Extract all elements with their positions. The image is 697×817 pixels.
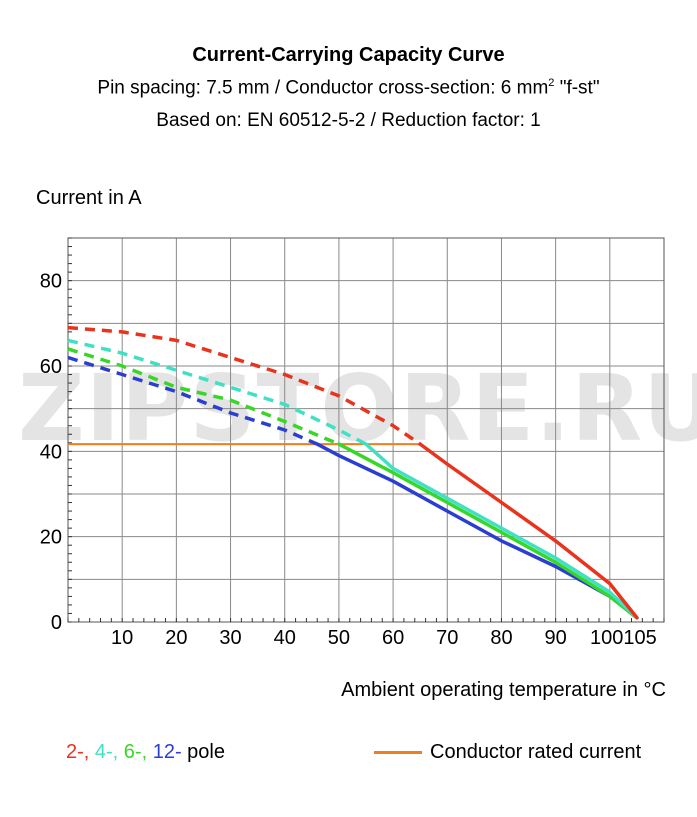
legend-rated: Conductor rated current	[374, 741, 641, 764]
legend-rated-line	[374, 751, 422, 754]
series-6--derating-dashed	[67, 347, 340, 446]
legend-pole-6: 6-,	[118, 741, 148, 763]
legend-poles: 2-, 4-, 6-, 12- pole	[66, 741, 225, 764]
grid	[67, 237, 665, 623]
y-tick-label: 0	[51, 612, 62, 634]
subtitle-line1-sup: 2	[548, 77, 555, 89]
chart-title: Current-Carrying Capacity Curve	[192, 44, 505, 66]
series-4--derating-dashed	[67, 338, 367, 446]
x-tick-label: 10	[111, 627, 133, 649]
y-tick-label: 80	[40, 271, 62, 293]
legend-pole-12: 12-	[147, 741, 182, 763]
legend-rated-label: Conductor rated current	[430, 741, 642, 763]
series-6--line	[337, 442, 639, 620]
tick-labels: 0 20 40 60 80 10 20 30 40 50 60 70 80 90 100 105	[40, 271, 657, 649]
x-tick-label: 20	[165, 627, 187, 649]
legend-pole-2: 2-,	[66, 741, 90, 763]
x-tick-label: 80	[490, 627, 512, 649]
legend-pole-4: 4-,	[89, 741, 119, 763]
chart-subtitle-line2: Based on: EN 60512-5-2 / Reduction facto…	[156, 110, 541, 131]
minor-ticks	[67, 237, 665, 623]
plot-area	[67, 325, 639, 620]
y-axis-label: Current in A	[36, 187, 142, 209]
series-12--derating-dashed	[67, 355, 318, 446]
y-tick-label: 40	[40, 441, 62, 463]
legend-pole-suffix: pole	[181, 741, 225, 763]
x-tick-label: 50	[328, 627, 350, 649]
x-tick-label: 105	[623, 627, 656, 649]
y-tick-label: 20	[40, 527, 62, 549]
x-axis-label: Ambient operating temperature in °C	[341, 679, 666, 701]
subtitle-line1-tail: "f-st"	[554, 77, 600, 99]
x-tick-label: 40	[274, 627, 296, 649]
x-tick-label: 70	[436, 627, 458, 649]
x-tick-label: 90	[545, 627, 567, 649]
series-2--derating-dashed	[67, 325, 422, 446]
plot-frame	[67, 237, 665, 623]
series-4--line	[364, 442, 639, 620]
x-tick-label: 60	[382, 627, 404, 649]
series-2--line	[418, 442, 639, 620]
y-tick-label: 60	[40, 356, 62, 378]
subtitle-line1-main: Pin spacing: 7.5 mm / Conductor cross-se…	[97, 77, 549, 99]
chart-subtitle-line1: Pin spacing: 7.5 mm / Conductor cross-se…	[0, 77, 697, 99]
x-tick-label: 30	[219, 627, 241, 649]
x-tick-label: 100	[590, 627, 623, 649]
series-12--line	[315, 442, 639, 620]
